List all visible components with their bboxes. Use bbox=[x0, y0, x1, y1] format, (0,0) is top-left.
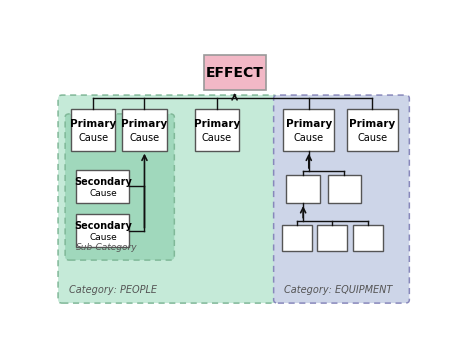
Text: Secondary: Secondary bbox=[74, 177, 131, 187]
FancyBboxPatch shape bbox=[122, 109, 166, 151]
Text: Secondary: Secondary bbox=[74, 221, 131, 231]
Text: Cause: Cause bbox=[357, 133, 387, 143]
Bar bbox=[352, 225, 382, 252]
Bar bbox=[281, 225, 311, 252]
FancyBboxPatch shape bbox=[58, 95, 276, 303]
Text: Sub-Category: Sub-Category bbox=[76, 243, 137, 252]
FancyBboxPatch shape bbox=[71, 109, 115, 151]
Text: Cause: Cause bbox=[129, 133, 159, 143]
FancyBboxPatch shape bbox=[203, 55, 265, 90]
FancyBboxPatch shape bbox=[346, 109, 397, 151]
FancyBboxPatch shape bbox=[283, 109, 334, 151]
Text: Primary: Primary bbox=[121, 119, 167, 129]
Bar bbox=[327, 175, 360, 203]
Bar bbox=[317, 225, 347, 252]
Text: Primary: Primary bbox=[70, 119, 116, 129]
FancyBboxPatch shape bbox=[76, 170, 129, 203]
Text: Cause: Cause bbox=[202, 133, 232, 143]
Text: Category: PEOPLE: Category: PEOPLE bbox=[69, 285, 157, 295]
Text: Primary: Primary bbox=[285, 119, 331, 129]
Text: Primary: Primary bbox=[349, 119, 394, 129]
Text: Cause: Cause bbox=[89, 188, 116, 198]
FancyBboxPatch shape bbox=[76, 214, 129, 247]
FancyBboxPatch shape bbox=[194, 109, 238, 151]
Text: Cause: Cause bbox=[78, 133, 108, 143]
FancyBboxPatch shape bbox=[65, 114, 174, 260]
Text: Primary: Primary bbox=[193, 119, 239, 129]
Text: EFFECT: EFFECT bbox=[205, 66, 263, 80]
Text: Cause: Cause bbox=[293, 133, 323, 143]
Text: Category: EQUIPMENT: Category: EQUIPMENT bbox=[283, 285, 392, 295]
FancyBboxPatch shape bbox=[273, 95, 409, 303]
Bar bbox=[286, 175, 319, 203]
Text: Cause: Cause bbox=[89, 233, 116, 242]
